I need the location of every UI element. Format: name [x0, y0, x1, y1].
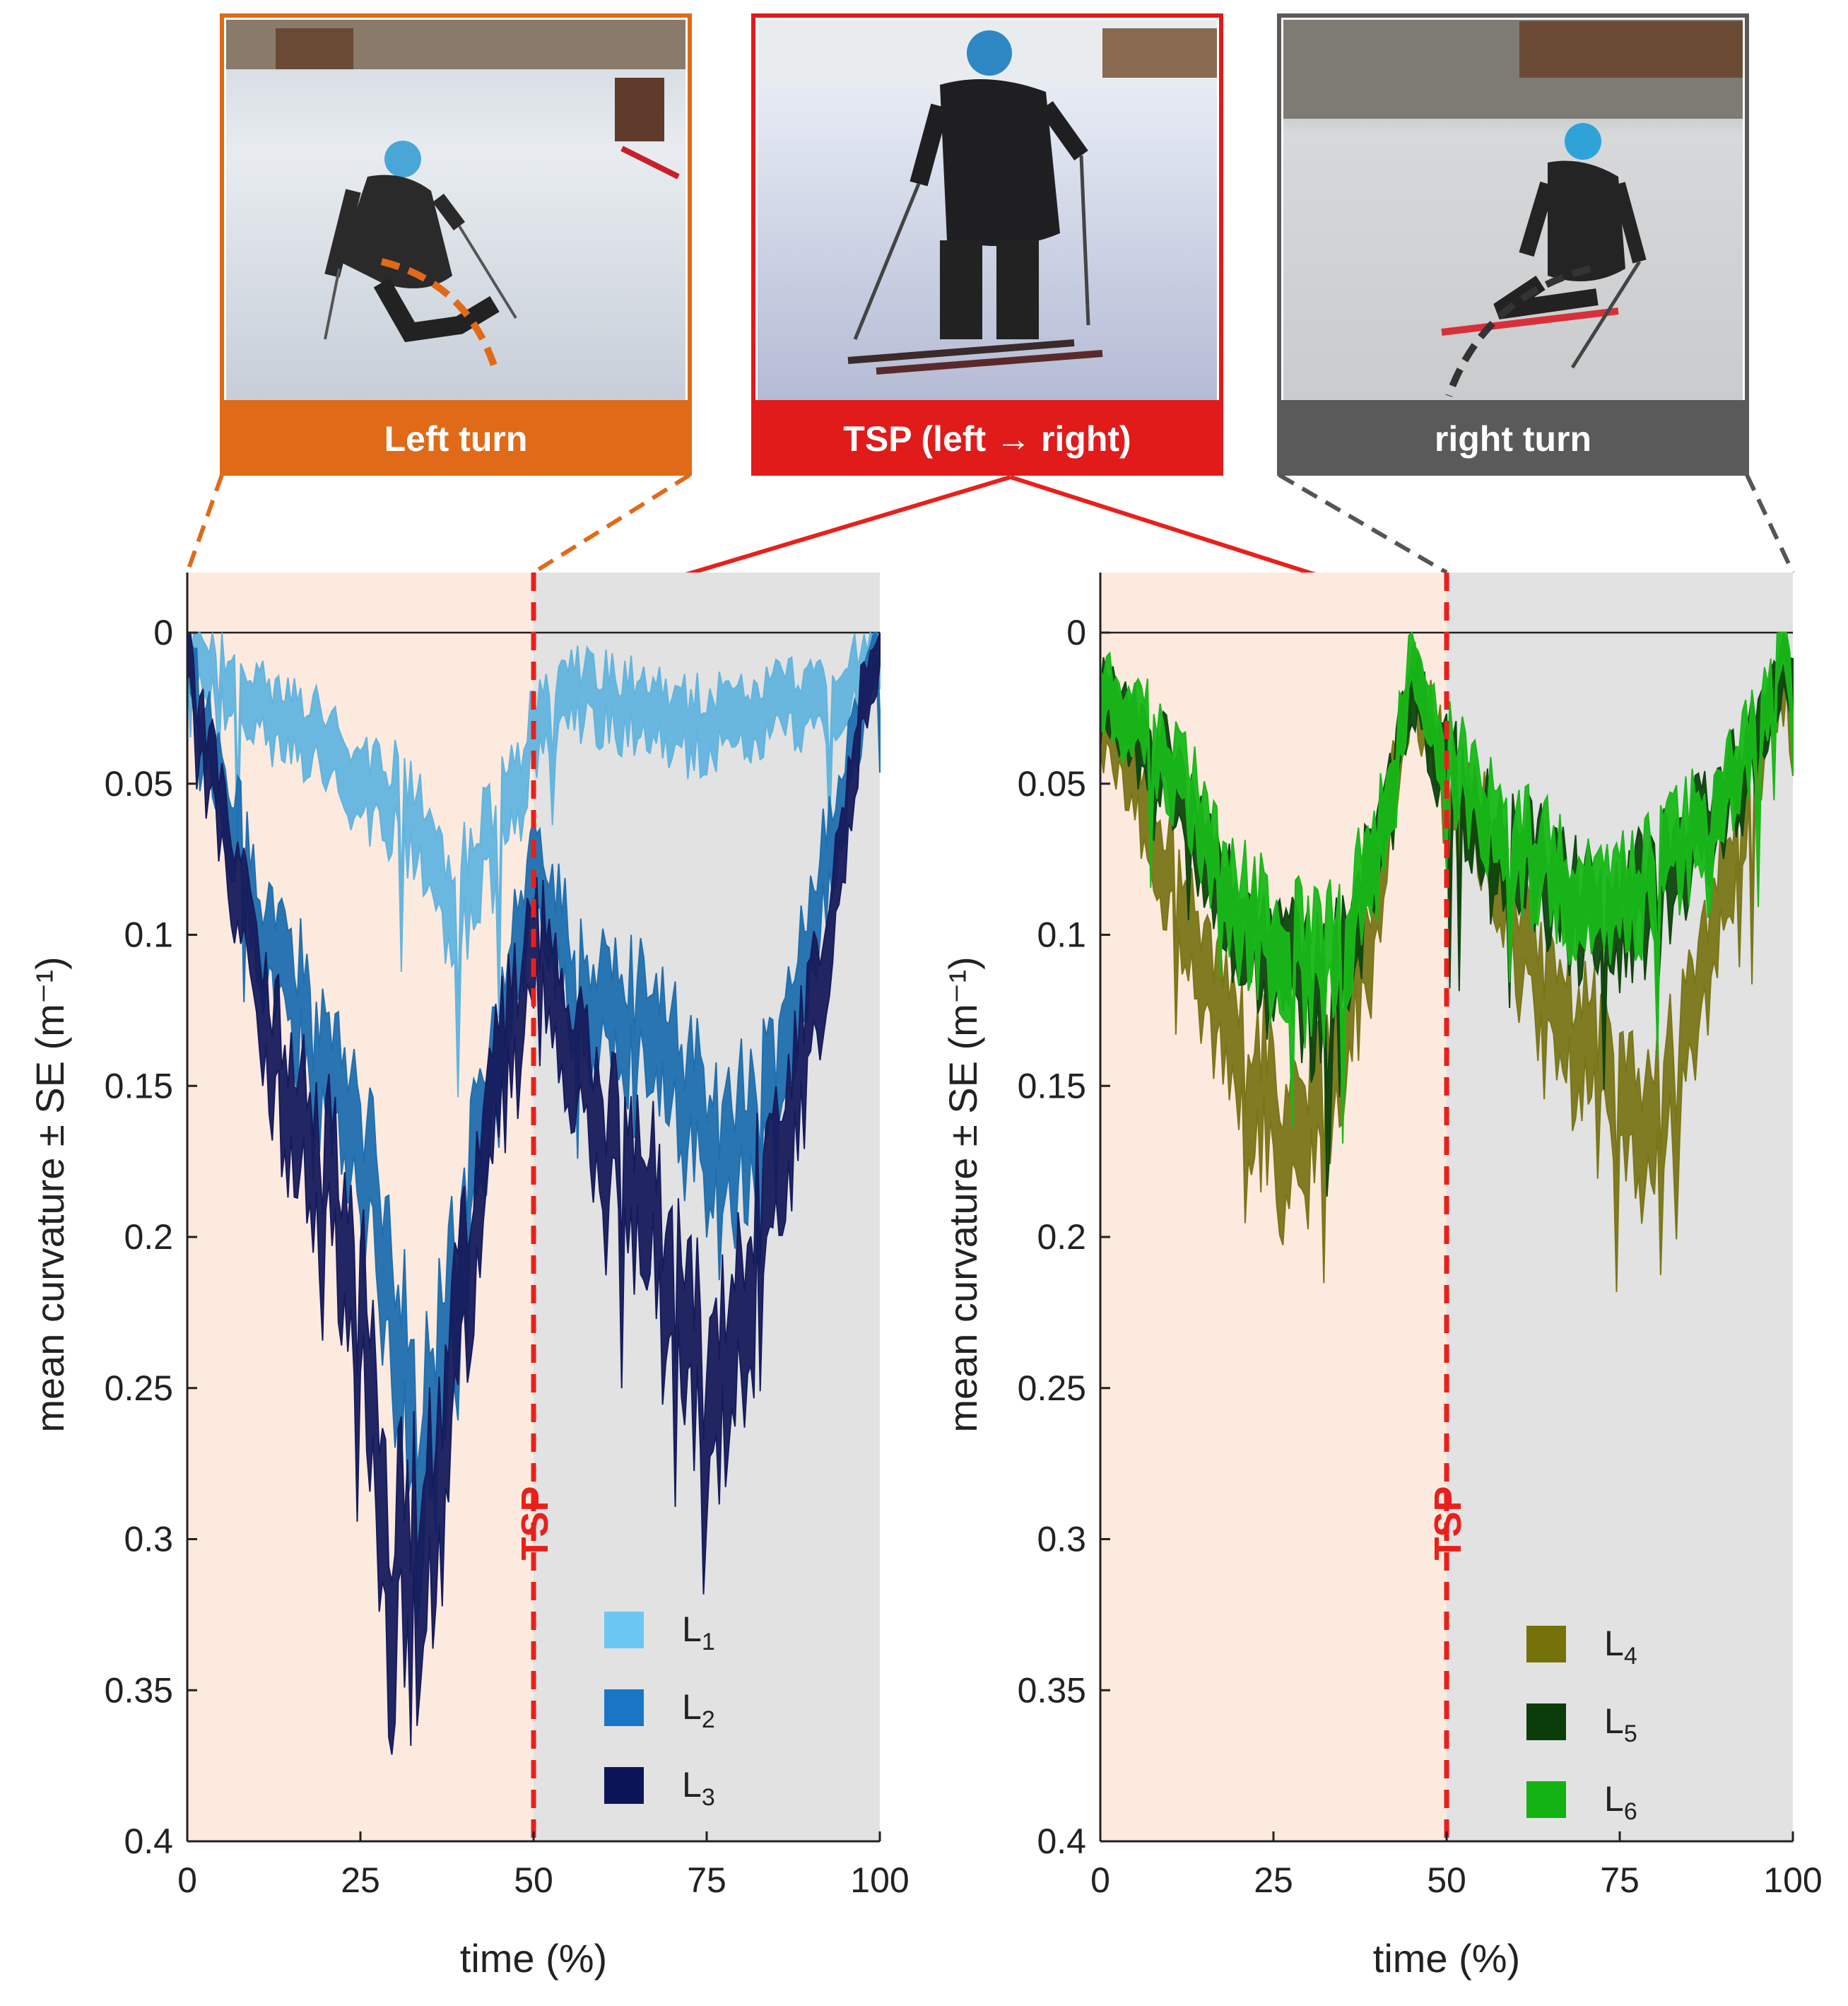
legend-swatch-L2: [604, 1689, 644, 1726]
photo-panel-left-turn: Left turn: [220, 13, 692, 476]
y-tick-label: 0.35: [105, 1670, 173, 1710]
y-tick-label: 0.25: [105, 1368, 173, 1408]
y-tick-label: 0.05: [1018, 764, 1086, 804]
x-tick-label: 0: [177, 1860, 197, 1900]
y-axis-label: mean curvature ± SE (m⁻¹): [941, 956, 985, 1432]
y-tick-label: 0: [153, 613, 173, 652]
x-tick-label: 25: [1254, 1860, 1293, 1900]
tsp-label: TSP: [1427, 1486, 1469, 1560]
panel-caption-left-turn: Left turn: [384, 419, 528, 459]
tsp-label: TSP: [514, 1486, 556, 1560]
x-tick-label: 50: [1427, 1860, 1466, 1900]
legend-swatch-L6: [1526, 1781, 1566, 1818]
y-tick-label: 0.15: [1018, 1066, 1086, 1105]
connector-right-turn-start: [1278, 473, 1448, 575]
x-axis-label: time (%): [460, 1936, 607, 1981]
connector-right-turn-end: [1745, 474, 1795, 574]
panel-caption-right-turn: right turn: [1435, 419, 1591, 459]
x-tick-label: 0: [1090, 1860, 1110, 1900]
legend-swatch-L1: [604, 1612, 644, 1648]
y-tick-label: 0.1: [124, 915, 173, 955]
y-tick-label: 0.35: [1018, 1670, 1086, 1710]
legend-swatch-L5: [1526, 1703, 1566, 1740]
x-tick-label: 25: [341, 1860, 380, 1900]
photo-panel-right-turn: right turn: [1277, 13, 1749, 476]
y-tick-label: 0.3: [1037, 1520, 1086, 1559]
y-tick-label: 0.4: [124, 1822, 173, 1861]
caption-bar: [1279, 400, 1747, 474]
x-tick-label: 100: [850, 1860, 909, 1900]
skier-photo-left-turn: [226, 20, 685, 400]
panel-caption-tsp: TSP (left → right): [843, 419, 1131, 459]
y-tick-label: 0.25: [1018, 1368, 1086, 1408]
y-tick-label: 0.4: [1037, 1822, 1086, 1861]
x-tick-label: 100: [1763, 1860, 1822, 1900]
y-tick-label: 0.2: [124, 1217, 173, 1257]
y-tick-label: 0.05: [105, 764, 173, 804]
connector-left-turn-start: [185, 474, 224, 574]
y-axis-label: mean curvature ± SE (m⁻¹): [28, 956, 72, 1432]
x-tick-label: 75: [687, 1860, 726, 1900]
skier-photo-tsp: [758, 20, 1217, 400]
legend-label-L4: L4: [1604, 1624, 1637, 1670]
photo-panel-tsp: TSP (left → right): [751, 13, 1223, 476]
y-tick-label: 0.15: [105, 1066, 173, 1105]
y-tick-label: 0: [1066, 613, 1086, 652]
caption-bar: [753, 400, 1221, 474]
y-tick-label: 0.2: [1037, 1217, 1086, 1257]
series-band-L6: [1100, 631, 1794, 1144]
legend-label-L3: L3: [682, 1765, 715, 1811]
y-tick-label: 0.1: [1037, 915, 1086, 955]
series-band-L1: [187, 630, 881, 1098]
caption-bar: [222, 400, 690, 474]
x-tick-label: 50: [514, 1860, 553, 1900]
connector-left-turn-end: [532, 473, 691, 575]
legend-label-L6: L6: [1604, 1779, 1637, 1825]
y-tick-label: 0.3: [124, 1520, 173, 1559]
x-tick-label: 75: [1600, 1860, 1640, 1900]
legend-swatch-L3: [604, 1767, 644, 1804]
x-axis-label: time (%): [1373, 1936, 1520, 1981]
series-band-L3: [187, 632, 881, 1755]
skier-photo-right-turn: [1283, 20, 1743, 400]
legend-swatch-L4: [1526, 1626, 1566, 1662]
